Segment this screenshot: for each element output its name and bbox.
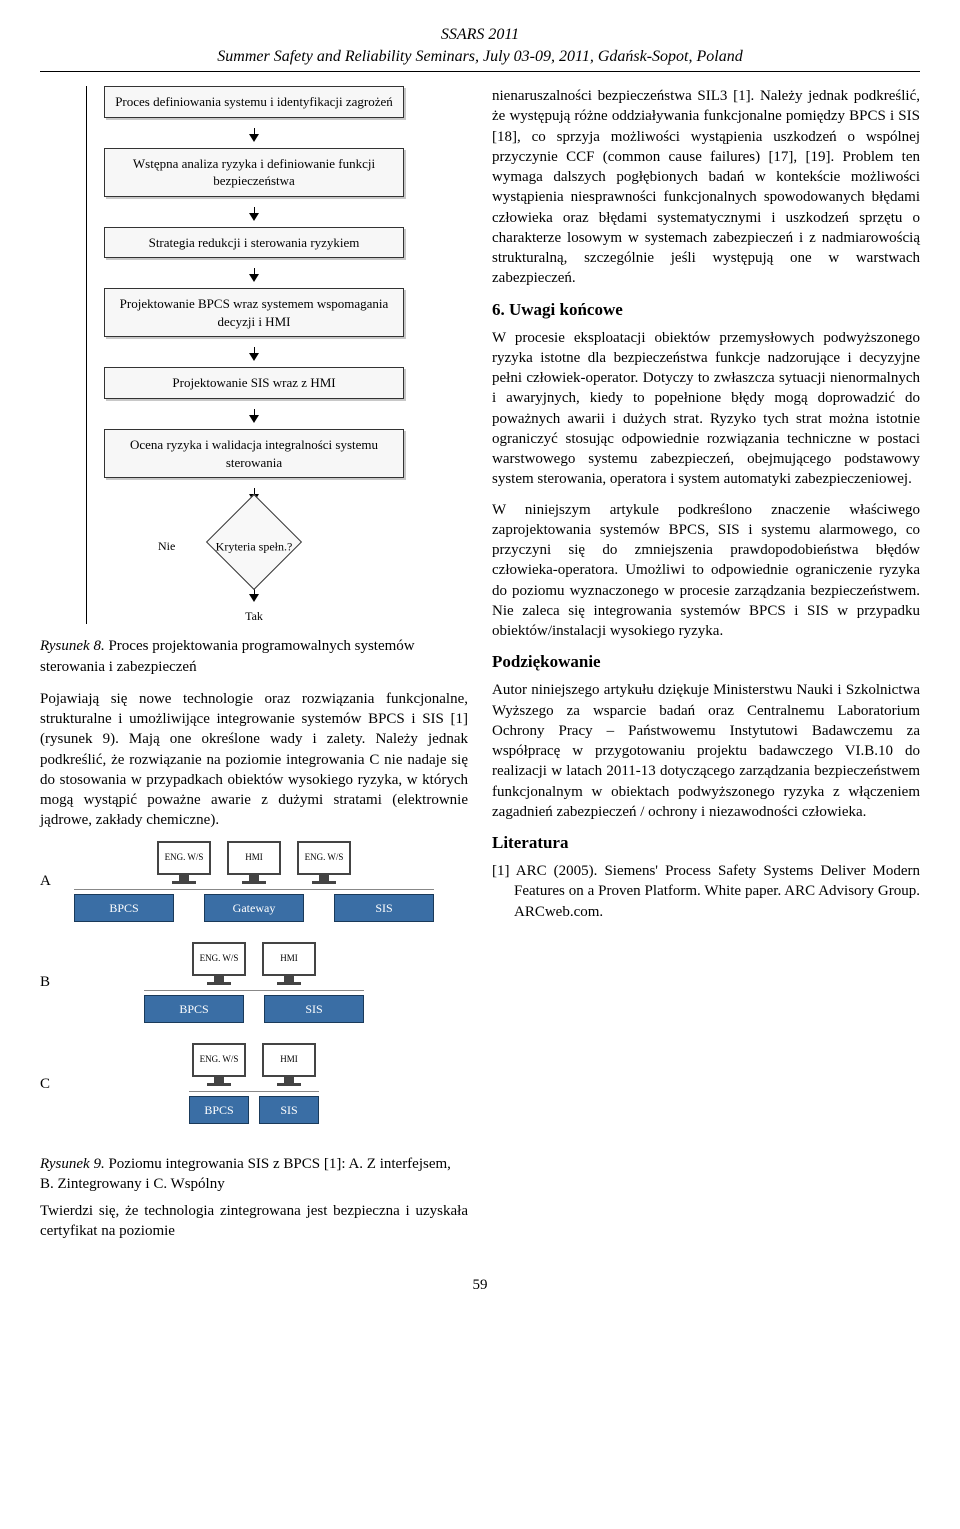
figure8-caption: Rysunek 8. Proces projektowania programo… [40, 636, 468, 677]
network-row: BENG. W/SHMIBPCSSIS [64, 942, 444, 1023]
left-column: Proces definiowania systemu i identyfika… [40, 86, 468, 1251]
lit-item-1: [1] ARC (2005). Siemens' Process Safety … [492, 861, 920, 922]
flowchart-label-no: Nie [158, 538, 175, 554]
header-rule [40, 71, 920, 72]
monitor-icon: HMI [262, 942, 316, 986]
network-row: AENG. W/SHMIENG. W/SBPCSGatewaySIS [64, 841, 444, 922]
network-block: BPCS [189, 1096, 249, 1124]
monitor-icon: HMI [227, 841, 281, 885]
monitor-icon: ENG. W/S [297, 841, 351, 885]
monitor-icon: ENG. W/S [192, 942, 246, 986]
right-paragraph-1: nienaruszalności bezpieczeństwa SIL3 [1]… [492, 86, 920, 289]
flowchart-box: Wstępna analiza ryzyka i definiowanie fu… [104, 148, 404, 197]
right-column: nienaruszalności bezpieczeństwa SIL3 [1]… [492, 86, 920, 1251]
monitor-icon: HMI [262, 1043, 316, 1087]
network-block: SIS [264, 995, 364, 1023]
flowchart-loop-line [86, 86, 104, 624]
monitor-icon: ENG. W/S [192, 1043, 246, 1087]
section6-paragraph-1: W procesie eksploatacji obiektów przemys… [492, 328, 920, 490]
flowchart-box: Strategia redukcji i sterowania ryzykiem [104, 227, 404, 259]
page-header: SSARS 2011 Summer Safety and Reliability… [40, 24, 920, 67]
flowchart-box: Projektowanie BPCS wraz systemem wspomag… [104, 288, 404, 337]
flowchart-box: Ocena ryzyka i walidacja integralności s… [104, 429, 404, 478]
network-diagram: AENG. W/SHMIENG. W/SBPCSGatewaySISBENG. … [64, 841, 444, 1145]
network-block: BPCS [74, 894, 174, 922]
network-row-label: B [40, 972, 50, 992]
page-number: 59 [40, 1275, 920, 1295]
network-row: CENG. W/SHMIBPCSSIS [64, 1043, 444, 1124]
header-subtitle: Summer Safety and Reliability Seminars, … [40, 46, 920, 68]
ack-heading: Podziękowanie [492, 651, 920, 674]
network-block: SIS [334, 894, 434, 922]
left-paragraph-1: Pojawiają się nowe technologie oraz rozw… [40, 689, 468, 831]
network-block: SIS [259, 1096, 319, 1124]
lit-heading: Literatura [492, 832, 920, 855]
flowchart-decision: Nie Kryteria spełn.? [104, 508, 404, 588]
network-row-label: C [40, 1073, 50, 1093]
figure9-caption: Rysunek 9. Poziomu integrowania SIS z BP… [40, 1154, 468, 1195]
header-title: SSARS 2011 [40, 24, 920, 46]
flowchart-box: Proces definiowania systemu i identyfika… [104, 86, 404, 118]
figure9-label: Rysunek 9. [40, 1156, 105, 1172]
section6-paragraph-2: W niniejszym artykule podkreślono znacze… [492, 500, 920, 642]
network-row-label: A [40, 871, 51, 891]
flowchart-box: Projektowanie SIS wraz z HMI [104, 367, 404, 399]
ack-paragraph: Autor niniejszego artykułu dziękuje Mini… [492, 680, 920, 822]
flowchart-decision-text: Kryteria spełn.? [214, 539, 294, 555]
section6-heading: 6. Uwagi końcowe [492, 299, 920, 322]
monitor-icon: ENG. W/S [157, 841, 211, 885]
flowchart-figure: Proces definiowania systemu i identyfika… [104, 86, 404, 624]
network-block: Gateway [204, 894, 304, 922]
flowchart-label-yes: Tak [104, 608, 404, 624]
figure8-label: Rysunek 8. [40, 638, 105, 654]
network-block: BPCS [144, 995, 244, 1023]
left-tail-paragraph: Twierdzi się, że technologia zintegrowan… [40, 1201, 468, 1242]
